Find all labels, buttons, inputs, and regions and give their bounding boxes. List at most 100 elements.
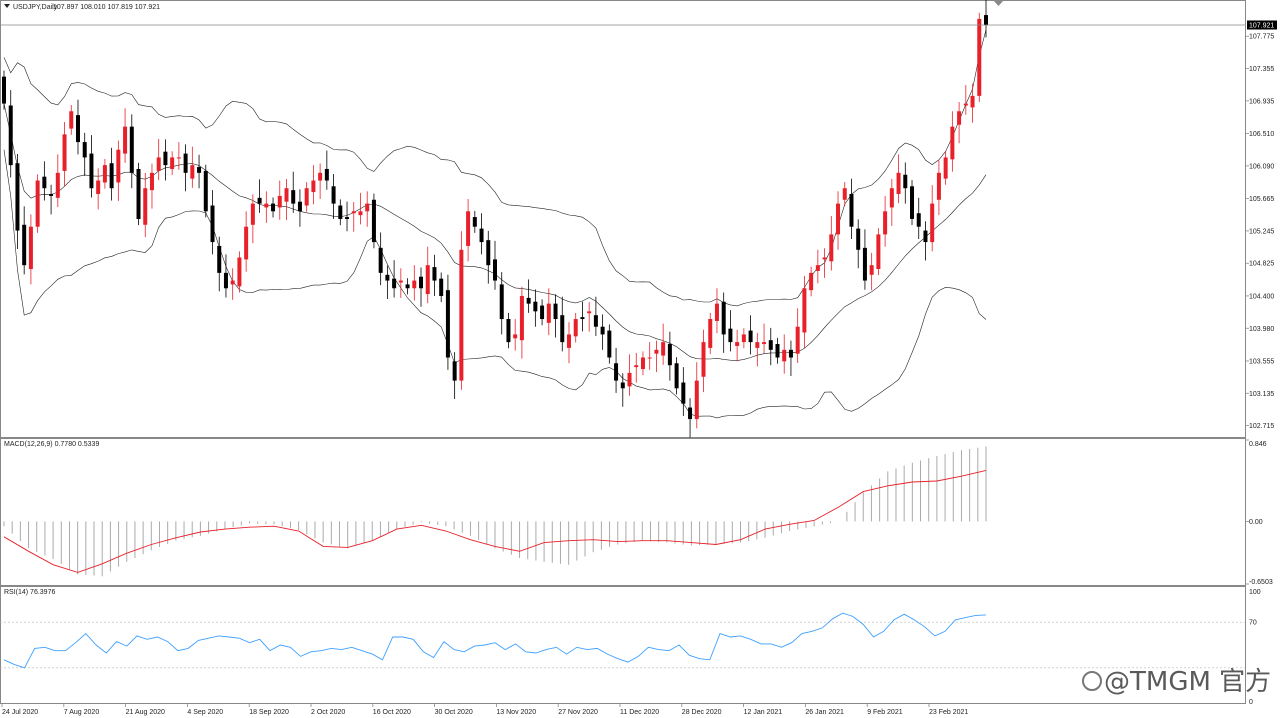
candle-body[interactable] (190, 165, 195, 179)
candle-body[interactable] (277, 195, 282, 208)
candle-body[interactable] (493, 259, 497, 281)
candle-body[interactable] (674, 363, 679, 389)
candle-body[interactable] (829, 234, 834, 262)
candle-body[interactable] (439, 278, 444, 296)
candle-body[interactable] (405, 284, 410, 289)
candle-body[interactable] (957, 111, 962, 125)
candle-body[interactable] (748, 330, 753, 343)
candle-body[interactable] (580, 317, 585, 320)
candle-body[interactable] (297, 201, 302, 212)
candle-body[interactable] (284, 188, 289, 202)
candle-body[interactable] (419, 276, 424, 289)
candle-body[interactable] (311, 180, 316, 193)
candle-body[interactable] (506, 319, 511, 343)
candle-body[interactable] (936, 172, 941, 200)
candle-body[interactable] (143, 188, 148, 225)
candle-body[interactable] (943, 157, 948, 179)
candle-body[interactable] (89, 153, 94, 189)
candle-body[interactable] (271, 203, 276, 212)
candle-body[interactable] (365, 203, 370, 212)
candle-body[interactable] (203, 170, 208, 212)
candle-body[interactable] (109, 163, 114, 189)
candle-body[interactable] (620, 382, 625, 389)
candle-body[interactable] (546, 303, 551, 323)
candle-body[interactable] (472, 217, 477, 227)
candle-body[interactable] (318, 172, 323, 181)
candle-body[interactable] (869, 265, 874, 275)
candle-body[interactable] (358, 211, 363, 216)
candle-body[interactable] (392, 278, 397, 289)
candle-body[interactable] (741, 334, 746, 343)
candle-body[interactable] (681, 382, 686, 404)
candle-body[interactable] (930, 203, 935, 243)
candle-body[interactable] (627, 372, 632, 387)
candle-body[interactable] (49, 193, 54, 196)
candle-body[interactable] (977, 18, 982, 96)
candle-body[interactable] (654, 349, 659, 354)
symbol-menu-icon[interactable] (4, 4, 10, 8)
candle-body[interactable] (230, 280, 235, 285)
price-panel[interactable]: 107.775 107.355 106.935 106.510 106.090 105.6… (0, 0, 1277, 438)
candle-body[interactable] (156, 157, 161, 171)
candle-body[interactable] (432, 267, 437, 281)
candle-body[interactable] (149, 172, 154, 191)
candle-body[interactable] (688, 407, 693, 420)
candle-body[interactable] (795, 326, 800, 354)
candle-body[interactable] (735, 342, 740, 346)
candle-body[interactable] (136, 168, 141, 219)
candle-body[interactable] (708, 319, 713, 348)
candle-body[interactable] (291, 190, 296, 204)
candle-body[interactable] (2, 76, 6, 104)
candle-body[interactable] (466, 211, 471, 246)
candle-body[interactable] (883, 211, 888, 235)
candle-body[interactable] (35, 180, 40, 227)
candle-body[interactable] (499, 284, 504, 320)
candle-body[interactable] (526, 297, 531, 304)
candle-body[interactable] (129, 126, 134, 173)
candle-body[interactable] (519, 295, 524, 341)
candle-body[interactable] (398, 280, 403, 283)
candle-body[interactable] (762, 342, 767, 345)
candle-body[interactable] (903, 174, 908, 189)
candle-body[interactable] (445, 290, 450, 358)
candle-body[interactable] (176, 157, 181, 159)
candle-body[interactable] (647, 357, 652, 359)
candle-body[interactable] (607, 330, 612, 358)
candle-body[interactable] (15, 163, 20, 231)
candle-body[interactable] (378, 247, 383, 273)
candle-body[interactable] (984, 15, 988, 26)
candle-body[interactable] (217, 245, 222, 273)
candle-body[interactable] (782, 349, 787, 362)
candle-body[interactable] (667, 344, 672, 366)
candle-body[interactable] (69, 111, 74, 129)
candle-body[interactable] (123, 126, 128, 154)
candle-body[interactable] (486, 240, 491, 266)
candle-body[interactable] (809, 272, 814, 291)
candle-body[interactable] (412, 280, 417, 289)
candle-body[interactable] (802, 288, 807, 333)
candle-body[interactable] (822, 257, 827, 260)
candle-body[interactable] (62, 134, 67, 171)
candle-body[interactable] (304, 188, 309, 206)
candle-body[interactable] (170, 157, 175, 169)
candle-body[interactable] (842, 188, 847, 200)
scroll-marker-icon[interactable] (994, 1, 1003, 6)
candle-body[interactable] (28, 226, 33, 270)
candle-body[interactable] (331, 186, 336, 204)
candle-body[interactable] (264, 203, 269, 208)
candle-body[interactable] (910, 186, 915, 219)
candle-body[interactable] (42, 176, 47, 189)
candle-body[interactable] (849, 193, 854, 227)
candle-body[interactable] (775, 344, 780, 358)
candle-body[interactable] (452, 361, 457, 381)
candle-body[interactable] (788, 349, 793, 358)
candlestick-series[interactable] (2, 0, 988, 438)
candle-body[interactable] (82, 142, 87, 158)
candle-body[interactable] (324, 168, 329, 181)
candle-body[interactable] (701, 342, 706, 377)
candle-body[interactable] (345, 217, 350, 219)
candle-body[interactable] (257, 197, 262, 204)
candle-body[interactable] (856, 228, 861, 250)
candle-body[interactable] (876, 234, 881, 270)
